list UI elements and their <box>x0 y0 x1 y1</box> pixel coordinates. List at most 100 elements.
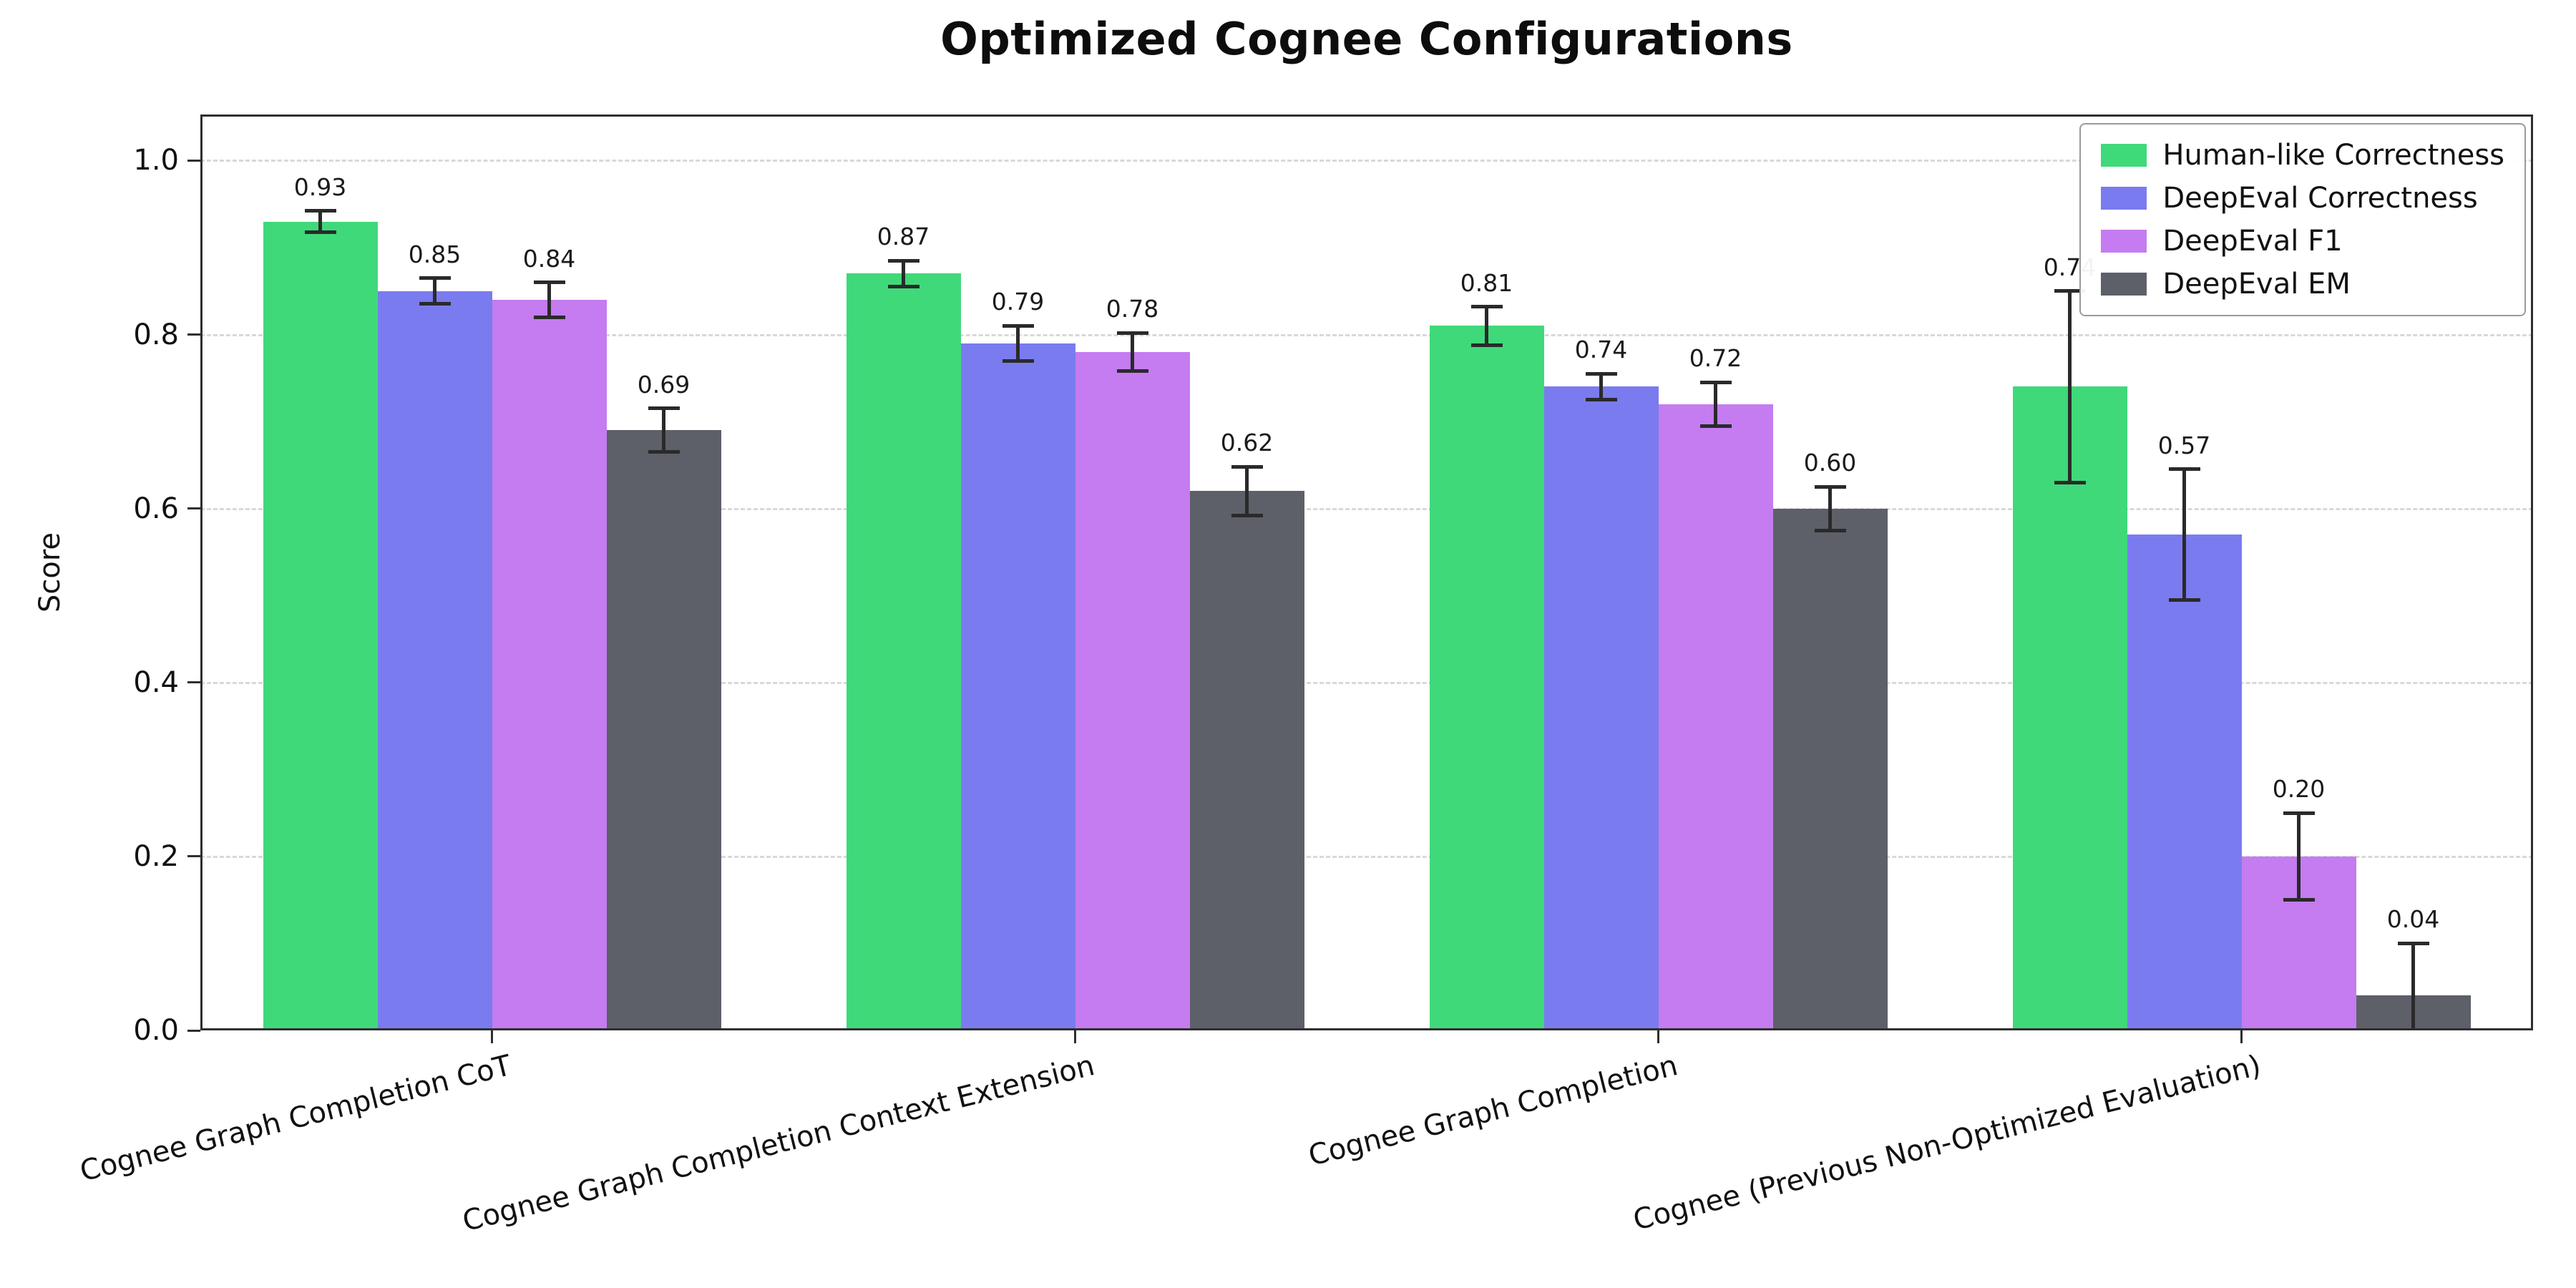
error-bar <box>2297 813 2301 900</box>
error-cap-bottom <box>1470 343 1503 347</box>
error-bar <box>2411 943 2415 1030</box>
legend-item: DeepEval Correctness <box>2101 182 2504 215</box>
error-cap-top <box>2054 289 2086 293</box>
error-cap-top <box>1231 464 1263 469</box>
legend-swatch-deepeval-correctness <box>2101 187 2147 210</box>
error-cap-top <box>2168 467 2200 472</box>
bar-value-label: 0.87 <box>877 223 930 251</box>
bar-value-label: 0.93 <box>293 172 347 201</box>
legend-item: DeepEval EM <box>2101 268 2504 301</box>
error-bar <box>1016 326 1020 361</box>
legend-swatch-deepeval-em <box>2101 273 2147 296</box>
error-cap-bottom <box>1699 424 1732 428</box>
ytick-label: 0.6 <box>133 492 179 525</box>
error-cap-bottom <box>2054 480 2086 484</box>
error-cap-bottom <box>1116 369 1148 374</box>
error-cap-top <box>648 406 680 411</box>
gridline <box>200 681 2533 684</box>
error-cap-bottom <box>887 285 919 289</box>
gridline <box>200 507 2533 510</box>
bar-value-label: 0.04 <box>2386 905 2440 934</box>
bar-value-label: 0.81 <box>1460 268 1513 297</box>
error-cap-top <box>887 258 919 263</box>
error-cap-bottom <box>304 230 336 234</box>
bar-human-like-correctness <box>2012 386 2127 1030</box>
xtick-mark <box>2240 1030 2243 1043</box>
error-cap-top <box>1116 331 1148 335</box>
bar-deepeval-f1 <box>1075 351 1190 1030</box>
legend-label: Human-like Correctness <box>2162 139 2504 172</box>
error-bar <box>902 260 905 287</box>
error-bar <box>1245 467 1249 516</box>
gridline <box>200 855 2533 858</box>
error-bar <box>1714 382 1717 426</box>
error-cap-bottom <box>2283 898 2315 902</box>
error-bar <box>433 278 436 304</box>
error-cap-top <box>533 280 565 285</box>
error-cap-bottom <box>1231 513 1263 517</box>
bar-value-label: 0.60 <box>1803 449 1857 477</box>
ytick-mark <box>187 681 200 684</box>
error-cap-top <box>2397 941 2429 945</box>
bar-human-like-correctness <box>1429 326 1544 1030</box>
error-cap-top <box>419 276 451 280</box>
error-bar <box>1599 374 1603 400</box>
gridline <box>200 333 2533 336</box>
bar-deepeval-f1 <box>1658 404 1773 1030</box>
bar-value-label: 0.84 <box>522 244 576 273</box>
error-cap-bottom <box>1002 358 1034 363</box>
legend: Human-like Correctness DeepEval Correctne… <box>2079 123 2526 316</box>
legend-label: DeepEval F1 <box>2162 225 2343 258</box>
plot-area: 0.93 0.85 0.84 0.69 0.87 0.79 0.78 0.62 0.81 0.74… <box>200 114 2533 1030</box>
error-cap-bottom <box>1814 528 1846 532</box>
error-cap-top <box>304 209 336 213</box>
ytick-label: 0.0 <box>133 1014 179 1047</box>
legend-label: DeepEval EM <box>2162 268 2351 301</box>
bar-deepeval-em <box>606 430 721 1030</box>
legend-label: DeepEval Correctness <box>2162 182 2478 215</box>
bar-deepeval-em <box>1189 491 1304 1030</box>
ytick-mark <box>187 159 200 162</box>
bar-deepeval-em <box>1772 508 1888 1030</box>
bar-value-label: 0.85 <box>408 240 462 268</box>
error-cap-top <box>1585 371 1617 376</box>
error-bar <box>547 282 551 318</box>
ytick-mark <box>187 855 200 858</box>
xtick-mark <box>491 1030 493 1043</box>
ytick-label: 1.0 <box>133 144 179 177</box>
bar-deepeval-correctness <box>2127 535 2242 1030</box>
bar-deepeval-correctness <box>960 343 1075 1030</box>
error-cap-bottom <box>1585 398 1617 402</box>
error-cap-top <box>1814 484 1846 489</box>
error-cap-bottom <box>648 450 680 454</box>
error-bar <box>2068 291 2072 483</box>
ytick-mark <box>187 333 200 336</box>
error-cap-bottom <box>2168 597 2200 602</box>
error-bar <box>1828 487 1832 531</box>
error-cap-top <box>1470 305 1503 309</box>
bar-human-like-correctness <box>846 273 961 1030</box>
legend-item: Human-like Correctness <box>2101 139 2504 172</box>
y-axis-label: Score <box>34 532 67 613</box>
bar-value-label: 0.20 <box>2272 775 2326 804</box>
legend-item: DeepEval F1 <box>2101 225 2504 258</box>
ytick-label: 0.8 <box>133 318 179 351</box>
error-cap-top <box>1699 380 1732 384</box>
bar-deepeval-f1 <box>492 299 607 1030</box>
bar-value-label: 0.69 <box>637 370 691 399</box>
legend-swatch-human-like-correctness <box>2101 144 2147 167</box>
bar-deepeval-correctness <box>377 291 492 1030</box>
error-cap-top <box>1002 323 1034 328</box>
error-cap-top <box>2283 811 2315 815</box>
bar-value-label: 0.62 <box>1220 429 1274 457</box>
error-cap-bottom <box>533 315 565 319</box>
xtick-mark <box>1074 1030 1076 1043</box>
gridline <box>200 160 2533 162</box>
ytick-mark <box>187 507 200 510</box>
error-bar <box>2182 469 2186 600</box>
bar-human-like-correctness <box>263 221 378 1030</box>
chart-title: Optimized Cognee Configurations <box>940 13 1793 65</box>
error-bar <box>1485 306 1488 346</box>
bar-value-label: 0.79 <box>991 288 1045 316</box>
